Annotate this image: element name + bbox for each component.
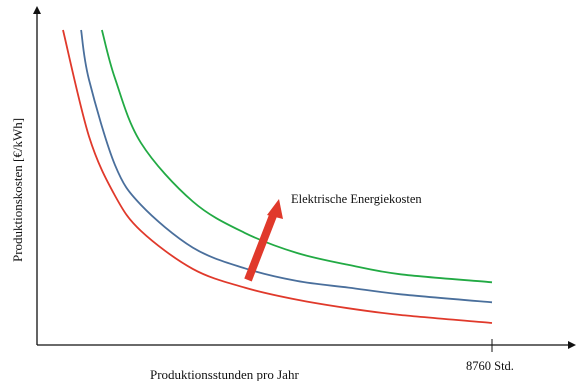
y-axis-label: Produktionskosten [€/kWh] xyxy=(10,118,25,262)
series-group xyxy=(62,29,493,324)
x-tick-label: 8760 Std. xyxy=(466,359,514,373)
series-line-1 xyxy=(62,29,493,324)
series-line-2 xyxy=(80,29,493,304)
energy-cost-arrow xyxy=(244,199,283,282)
series-line-3 xyxy=(101,29,493,284)
x-axis-label: Produktionsstunden pro Jahr xyxy=(150,367,299,381)
annotation-label: Elektrische Energiekosten xyxy=(291,192,422,206)
